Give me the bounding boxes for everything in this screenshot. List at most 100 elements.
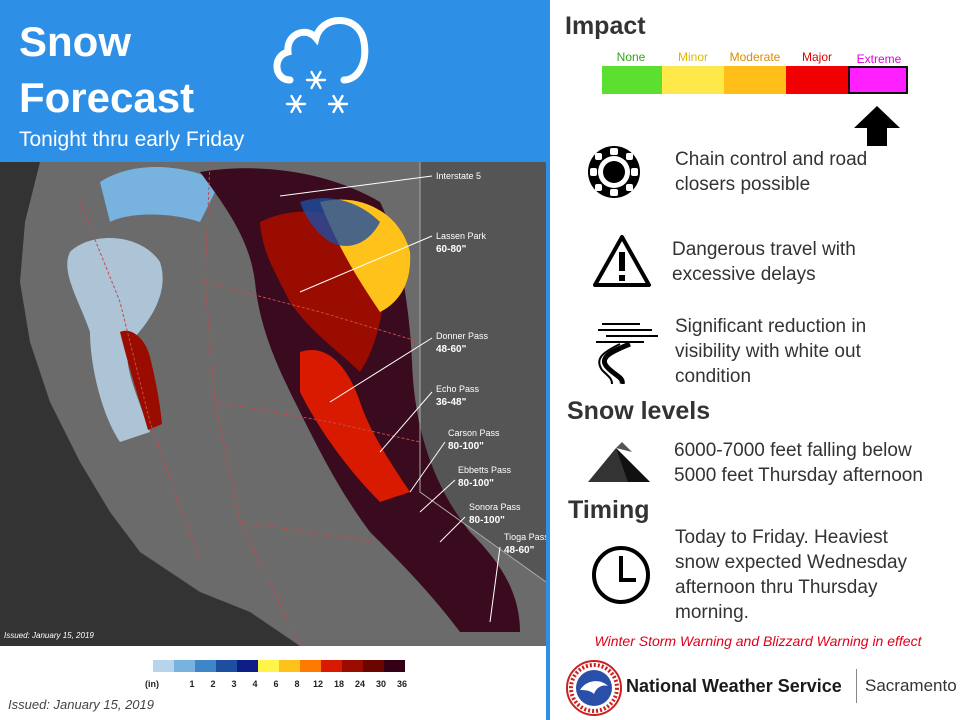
title-line-2: Forecast [19,74,195,121]
roads [79,162,421,646]
amount-sonora-pass: 80-100" [469,515,505,526]
danger-text-line-1: Dangerous travel with [672,239,856,260]
amount-carson-pass: 80-100" [448,441,484,452]
chain-control-text: Chain control and road closers possible [675,147,867,197]
timing-text: Today to Friday. Heaviest snow expected … [675,525,907,625]
legend-swatch [384,660,405,672]
snow-levels-line-1: 6000-7000 feet falling below [674,440,912,461]
mountain-icon [588,442,650,482]
snow-levels-text: 6000-7000 feet falling below 5000 feet T… [674,438,923,488]
legend-swatch [216,660,237,672]
blue-snow-patch [300,198,380,246]
subtitle: Tonight thru early Friday [19,128,245,151]
impact-label-extreme: Extreme [856,52,902,66]
title-line-1: Snow [19,18,131,65]
nws-footer: National Weather Service Sacramento [562,660,957,716]
snow-legend: (in) 1 2 3 4 6 8 12 18 24 30 36 [145,660,407,689]
legend-tick-label: 3 [231,679,236,689]
nws-logo [566,660,622,716]
chain-text-line-2: closers possible [675,174,811,195]
danger-text-line-2: excessive delays [672,264,816,285]
label-leaders [279,175,501,623]
snow-levels-heading: Snow levels [567,397,711,425]
legend-swatch [342,660,363,672]
timing-heading: Timing [568,496,650,524]
legend-tick-label: 12 [313,679,323,689]
label-donner-pass: Donner Pass [436,331,489,341]
impact-heading: Impact [565,12,646,40]
legend-tick-label: 6 [273,679,278,689]
timing-line-3: afternoon thru Thursday [675,577,878,598]
legend-swatch [279,660,300,672]
impact-label-none: None [616,50,646,64]
legend-ticks: 1 2 3 4 6 8 12 18 24 30 36 [189,679,407,689]
legend-tick-label: 4 [252,679,257,689]
state-border [419,162,546,583]
legend-tick-label: 24 [355,679,365,689]
heavy-snow-area [200,168,520,632]
legend-swatch [258,660,279,672]
visibility-text-line-3: condition [675,366,752,387]
legend-swatches [153,660,405,672]
header-banner: Snow Forecast Tonight thru early Friday [0,0,548,162]
impact-label-moderate: Moderate [729,50,781,64]
legend-swatch [195,660,216,672]
legend-swatch [321,660,342,672]
legend-swatch [237,660,258,672]
chain-text-line-1: Chain control and road [675,149,868,170]
issued-date: Issued: January 15, 2019 [8,697,154,712]
panel-divider [546,0,550,720]
label-echo-pass: Echo Pass [436,384,480,394]
warning-triangle-icon [593,235,651,287]
legend-tick-label: 2 [210,679,215,689]
up-arrow-icon [854,106,900,146]
sierra-snow [300,350,410,502]
label-ebbetts-pass: Ebbetts Pass [458,465,512,475]
footer-separator [856,669,857,703]
nws-office-name: Sacramento [865,676,957,695]
legend-tick-label: 18 [334,679,344,689]
timing-line-1: Today to Friday. Heaviest [675,527,888,548]
nevada-area [420,162,546,582]
impact-label-major: Major [801,50,832,64]
impact-segment-minor [662,66,724,94]
chain-icon [588,146,640,198]
clock-icon [592,546,650,604]
snow-map: Interstate 5 Lassen Park 60-80" Donner P… [0,162,546,646]
label-tioga-pass: Tioga Pass [504,532,546,542]
label-sonora-pass: Sonora Pass [469,502,521,512]
map-issued-date: Issued: January 15, 2019 [4,631,94,640]
amount-donner-pass: 48-60" [436,344,467,355]
legend-tick-label: 1 [189,679,194,689]
impact-scale: None Minor Moderate Major Extreme [600,48,912,100]
impact-label-minor: Minor [677,50,708,64]
impact-segment-major [786,66,848,94]
visibility-text-line-2: visibility with white out [675,341,861,362]
legend-swatch [363,660,384,672]
label-carson-pass: Carson Pass [448,428,500,438]
legend-tick-label: 8 [294,679,299,689]
blowing-snow-road-icon [596,323,658,384]
timing-line-4: morning. [675,602,749,623]
label-lassen-park: Lassen Park [436,231,487,241]
mid-snow-area [100,167,220,222]
snow-levels-line-2: 5000 feet Thursday afternoon [674,465,923,486]
legend-swatch [153,660,174,672]
visibility-text: Significant reduction in visibility with… [675,314,866,389]
amount-tioga-pass: 48-60" [504,545,535,556]
amount-echo-pass: 36-48" [436,397,467,408]
impact-segment-none [602,66,662,94]
amount-ebbetts-pass: 80-100" [458,478,494,489]
legend-unit: (in) [145,679,159,689]
legend-swatch [174,660,195,672]
timing-line-2: snow expected Wednesday [675,552,908,573]
legend-tick-label: 36 [397,679,407,689]
amount-lassen-park: 60-80" [436,244,467,255]
legend-tick-label: 30 [376,679,386,689]
warning-notice: Winter Storm Warning and Blizzard Warnin… [594,633,922,649]
nws-agency-name: National Weather Service [626,676,842,696]
dangerous-travel-text: Dangerous travel with excessive delays [672,237,856,287]
impact-segment-moderate [724,66,786,94]
label-interstate-5: Interstate 5 [436,171,481,181]
impact-segment-extreme [848,66,908,94]
